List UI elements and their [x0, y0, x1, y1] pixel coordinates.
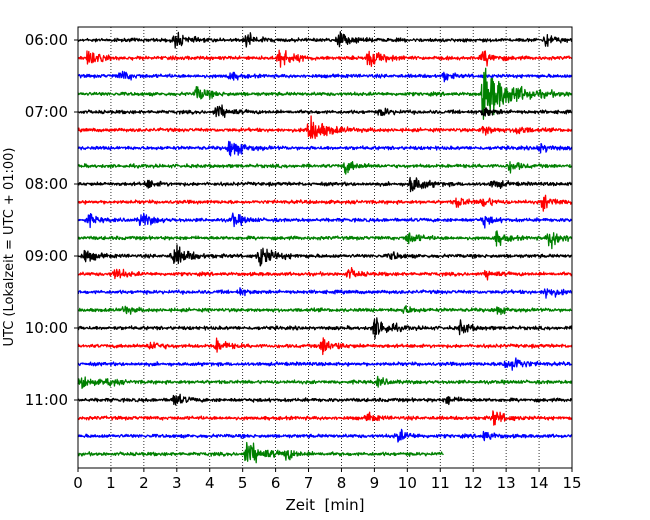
x-tick-label: 10 — [398, 474, 417, 492]
x-tick-label: 14 — [530, 474, 549, 492]
x-tick-label: 8 — [337, 474, 347, 492]
seismogram-trace — [77, 70, 573, 83]
seismogram-trace — [77, 357, 572, 371]
plot-frame — [77, 26, 573, 469]
y-tick-label: 11:00 — [25, 391, 68, 409]
x-tick-label: 15 — [562, 474, 581, 492]
x-tick-label: 9 — [370, 474, 380, 492]
y-axis-ticks: 06:00 07:00 08:00 09:00 10:00 11:00 — [25, 31, 78, 409]
y-tick-label: 07:00 — [25, 103, 68, 121]
x-tick-label: 12 — [464, 474, 483, 492]
x-tick-label: 4 — [205, 474, 215, 492]
x-axis-label: Zeit [min] — [285, 496, 364, 514]
seismogram-trace — [77, 115, 573, 140]
seismogram-trace — [77, 49, 572, 68]
seismogram-trace — [77, 304, 572, 316]
seismogram-trace — [77, 230, 573, 250]
seismogram-trace — [77, 67, 573, 120]
y-tick-label: 10:00 — [25, 319, 68, 337]
y-tick-label: 06:00 — [25, 31, 68, 49]
x-tick-label: 3 — [172, 474, 182, 492]
seismogram-trace — [77, 441, 444, 464]
seismogram-trace — [77, 410, 573, 426]
seismogram-trace — [77, 428, 573, 443]
y-axis-label: UTC (Lokalzeit = UTC + 01:00) — [2, 148, 17, 347]
y-tick-label: 09:00 — [25, 247, 68, 265]
seismogram-trace — [77, 337, 573, 356]
x-axis-ticks: 0 1 2 3 4 5 6 7 8 9 10 11 12 13 14 15 — [73, 468, 582, 492]
x-tick-label: 7 — [304, 474, 314, 492]
seismogram-trace — [77, 160, 573, 175]
seismogram-trace — [77, 317, 573, 340]
seismogram-trace — [77, 176, 573, 193]
seismogram-traces — [77, 31, 573, 464]
x-tick-label: 6 — [271, 474, 281, 492]
x-tick-label: 13 — [497, 474, 516, 492]
x-tick-label: 5 — [238, 474, 248, 492]
x-tick-label: 2 — [139, 474, 149, 492]
seismogram-trace — [77, 267, 573, 281]
seismogram-trace — [77, 194, 572, 212]
seismogram-trace — [77, 375, 573, 389]
x-tick-label: 11 — [431, 474, 450, 492]
seismogram-trace — [77, 393, 573, 406]
seismogram-trace — [77, 244, 573, 267]
seismogram-trace — [77, 287, 573, 299]
seismogram-trace — [77, 212, 573, 229]
seismogram-trace — [77, 31, 573, 49]
seismogram-trace — [77, 104, 573, 119]
x-tick-label: 0 — [73, 474, 83, 492]
y-tick-label: 08:00 — [25, 175, 68, 193]
x-tick-label: 1 — [106, 474, 116, 492]
seismogram-trace — [77, 140, 573, 157]
